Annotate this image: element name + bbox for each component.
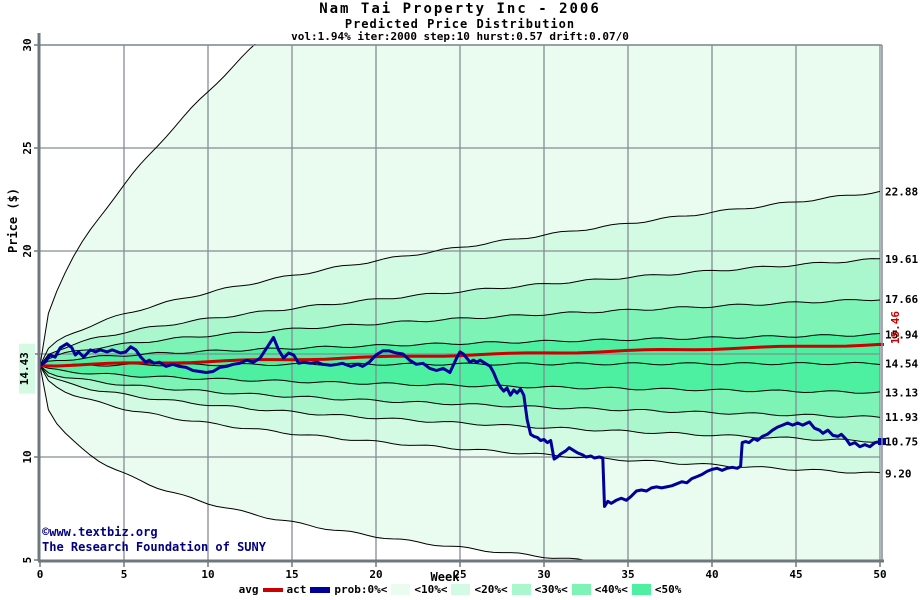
x-tick-label: 10 bbox=[201, 568, 214, 581]
y-tick-label: 25 bbox=[21, 141, 34, 154]
x-tick-label: 35 bbox=[621, 568, 634, 581]
legend-band-swatch bbox=[571, 584, 591, 595]
probability-band bbox=[40, 365, 880, 443]
legend-avg-label: avg bbox=[238, 583, 259, 596]
x-tick-label: 45 bbox=[789, 568, 802, 581]
percentile-end-label: 10.75 bbox=[885, 436, 918, 449]
percentile-boundary-line bbox=[40, 258, 881, 366]
percentile-end-label: 22.88 bbox=[885, 186, 918, 199]
y-axis-title: Price ($) bbox=[6, 187, 20, 254]
legend-prob-label: <20%< bbox=[474, 583, 508, 596]
legend-avg-line-swatch bbox=[262, 587, 283, 592]
legend-prob-label: <30%< bbox=[534, 583, 568, 596]
start-price-label: 14.43 bbox=[18, 352, 31, 385]
x-tick-label: 20 bbox=[369, 568, 382, 581]
legend-prob-label: <50% bbox=[654, 583, 682, 596]
y-tick-label: 20 bbox=[21, 244, 34, 257]
percentile-boundary-line bbox=[40, 365, 591, 561]
avg-end-label: 15.46 bbox=[889, 311, 902, 344]
percentile-boundary-line bbox=[40, 333, 881, 367]
x-tick-label: 40 bbox=[705, 568, 718, 581]
chart-parameters: vol:1.94% iter:2000 step:10 hurst:0.57 d… bbox=[291, 30, 629, 43]
legend-prob-label: <10%< bbox=[414, 583, 448, 596]
percentile-end-label: 9.20 bbox=[885, 467, 912, 480]
percentile-end-label: 17.66 bbox=[885, 293, 918, 306]
watermark: ©www.textbiz.org The Research Foundation… bbox=[42, 525, 266, 555]
percentile-boundary-line bbox=[40, 44, 256, 366]
y-tick-label: 10 bbox=[21, 450, 34, 463]
legend-prob-label: <40%< bbox=[594, 583, 628, 596]
x-tick-label: 5 bbox=[121, 568, 128, 581]
percentile-boundary-line bbox=[40, 190, 881, 366]
y-tick-label: 30 bbox=[21, 38, 34, 51]
chart-title: Nam Tai Property Inc - 2006 bbox=[319, 1, 601, 17]
percentile-boundary-line bbox=[40, 365, 881, 418]
percentile-boundary-line bbox=[40, 298, 881, 367]
x-tick-label: 50 bbox=[873, 568, 886, 581]
x-tick-label: 25 bbox=[453, 568, 466, 581]
x-tick-label: 0 bbox=[37, 568, 44, 581]
percentile-boundary-line bbox=[40, 365, 881, 443]
probability-band bbox=[40, 365, 880, 473]
act-line bbox=[39, 336, 881, 508]
x-tick-label: 30 bbox=[537, 568, 550, 581]
percentile-end-label: 13.13 bbox=[885, 387, 918, 400]
x-tick-label: 15 bbox=[285, 568, 298, 581]
watermark-org: The Research Foundation of SUNY bbox=[42, 540, 266, 554]
percentile-end-label: 11.93 bbox=[885, 411, 918, 424]
percentile-end-label: 19.61 bbox=[885, 253, 918, 266]
legend-band-swatch bbox=[391, 584, 411, 595]
legend: avg act prob:0%< <10%< <20%< <30%< <40%< <50% bbox=[0, 583, 920, 596]
legend-act-line-swatch bbox=[310, 586, 331, 593]
legend-band-swatch bbox=[511, 584, 531, 595]
legend-act-label: act bbox=[286, 583, 307, 596]
y-tick-label: 5 bbox=[21, 557, 34, 564]
legend-band-swatch bbox=[631, 584, 651, 595]
legend-prob-label: prob:0%< bbox=[334, 583, 388, 596]
chart-subtitle: Predicted Price Distribution bbox=[344, 17, 576, 31]
avg-line bbox=[39, 342, 885, 368]
percentile-boundary-line bbox=[40, 365, 881, 394]
x-axis-title: Week bbox=[430, 570, 460, 584]
start-price-label-bg bbox=[19, 343, 35, 394]
percentile-end-label: 14.54 bbox=[885, 357, 918, 370]
percentile-end-label: 15.94 bbox=[885, 329, 918, 342]
watermark-url[interactable]: ©www.textbiz.org bbox=[42, 525, 158, 539]
legend-band-swatch bbox=[451, 584, 471, 595]
